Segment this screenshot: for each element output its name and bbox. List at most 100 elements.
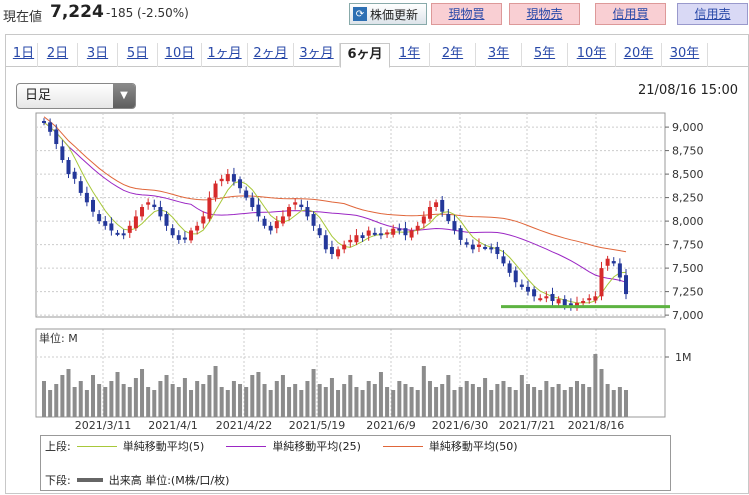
candle-body xyxy=(519,284,524,287)
volume-bar xyxy=(556,384,561,417)
candle-body xyxy=(42,120,46,123)
volume-bar xyxy=(305,381,310,417)
candle-body xyxy=(544,296,549,299)
candle-body xyxy=(360,235,365,239)
tab-period-9[interactable]: 1年 xyxy=(390,43,430,67)
volume-bar xyxy=(146,387,151,417)
chart-panel: 1日 2日 3日 5日 10日 1ヶ月 2ヶ月 3ヶ月 6ヶ月 1年 2年 3年 5年 10年 20年 30年… xyxy=(5,34,749,494)
volume-bar xyxy=(378,372,383,417)
margin-sell-button[interactable]: 信用売 xyxy=(677,3,748,25)
candle-body xyxy=(280,216,285,224)
tab-period-0[interactable]: 1日 xyxy=(10,43,38,67)
volume-bar xyxy=(115,372,120,417)
candle-body xyxy=(336,249,341,257)
volume-bar xyxy=(446,375,451,417)
legend-volume: 出来高 単位:(M株/口/枚) xyxy=(108,474,230,487)
interval-select[interactable]: 日足 ▼ xyxy=(16,83,136,109)
x-tick-label: 2021/4/1 xyxy=(148,419,197,432)
candle-body xyxy=(231,174,236,182)
tab-period-5[interactable]: 1ヶ月 xyxy=(202,43,248,67)
ma5-line xyxy=(43,122,627,304)
tab-period-3[interactable]: 5日 xyxy=(118,43,158,67)
y-tick-label: 8,000 xyxy=(672,215,704,228)
candle-body xyxy=(525,286,530,292)
candle-body xyxy=(213,183,218,198)
candle-body xyxy=(385,232,390,235)
y-tick-label: 7,750 xyxy=(672,239,704,252)
volume-bar xyxy=(342,384,347,417)
legend-upper-label: 上段: xyxy=(45,440,71,453)
candle-body xyxy=(133,216,138,229)
legend-ma25-swatch xyxy=(226,445,267,447)
candle-body xyxy=(299,204,304,208)
volume-bar xyxy=(513,390,518,417)
x-tick-label: 2021/3/11 xyxy=(75,419,131,432)
candle-body xyxy=(201,216,206,224)
candle-body xyxy=(476,244,481,247)
volume-bar xyxy=(244,387,249,417)
candle-body xyxy=(48,122,53,132)
candle-body xyxy=(464,242,469,245)
tab-period-14[interactable]: 20年 xyxy=(616,43,662,67)
volume-bar xyxy=(599,369,604,417)
legend-ma50-swatch xyxy=(382,445,423,447)
tab-period-12[interactable]: 5年 xyxy=(522,43,568,67)
candle-body xyxy=(287,207,292,217)
volume-bar xyxy=(262,384,267,417)
cash-buy-button[interactable]: 現物買 xyxy=(431,3,502,25)
tab-period-2[interactable]: 3日 xyxy=(78,43,118,67)
candle-body xyxy=(581,301,586,304)
volume-bar xyxy=(219,387,224,417)
volume-bar xyxy=(458,387,463,417)
candle-body xyxy=(323,235,328,250)
candle-body xyxy=(617,263,622,278)
tab-period-6[interactable]: 2ヶ月 xyxy=(248,43,294,67)
chart-legend: 上段: 単純移動平均(5) 単純移動平均(25) 単純移動平均(50) 下段: … xyxy=(40,435,671,491)
volume-bar xyxy=(152,390,157,417)
cash-sell-button[interactable]: 現物売 xyxy=(509,3,580,25)
candle-body xyxy=(550,293,555,302)
candle-body xyxy=(66,160,71,175)
volume-bar xyxy=(544,381,549,417)
volume-bar xyxy=(587,387,592,417)
volume-bar xyxy=(207,375,212,417)
tab-period-11[interactable]: 3年 xyxy=(476,43,522,67)
refresh-price-button[interactable]: ⟳ 株価更新 xyxy=(349,3,427,25)
volume-bar xyxy=(238,384,243,417)
candle-body xyxy=(225,174,230,182)
volume-bar xyxy=(182,378,187,417)
volume-bar xyxy=(372,384,377,417)
tab-period-13[interactable]: 10年 xyxy=(568,43,616,67)
refresh-icon: ⟳ xyxy=(353,7,367,21)
volume-bar xyxy=(311,369,316,417)
volume-bar xyxy=(366,381,371,417)
volume-bar xyxy=(293,384,298,417)
candle-body xyxy=(489,247,494,250)
volume-bar xyxy=(617,387,622,417)
tab-period-7[interactable]: 3ヶ月 xyxy=(294,43,340,67)
candle-body xyxy=(458,228,463,240)
volume-bar xyxy=(256,372,261,417)
candle-body xyxy=(391,228,396,235)
tab-period-8[interactable]: 6ヶ月 xyxy=(340,43,390,68)
candle-body xyxy=(611,261,616,264)
margin-buy-button[interactable]: 信用買 xyxy=(595,3,666,25)
legend-ma50: 単純移動平均(50) xyxy=(428,440,518,453)
tab-period-10[interactable]: 2年 xyxy=(430,43,476,67)
price-chart: 2021/3/11 2021/4/1 2021/4/22 2021/5/19 2021/… xyxy=(35,112,704,432)
y-tick-label: 7,000 xyxy=(672,309,704,322)
tab-period-15[interactable]: 30年 xyxy=(662,43,708,67)
volume-bar xyxy=(611,390,616,417)
volume-bar xyxy=(158,381,163,417)
volume-bar xyxy=(250,375,255,417)
volume-unit-label: 単位: M xyxy=(39,331,78,345)
candle-body xyxy=(593,296,598,301)
legend-lower-label: 下段: xyxy=(45,474,71,487)
candle-body xyxy=(378,233,383,236)
tab-period-1[interactable]: 2日 xyxy=(38,43,78,67)
candle-body xyxy=(164,214,169,226)
y-tick-label: 7,500 xyxy=(672,262,704,275)
candle-body xyxy=(562,299,567,306)
tab-period-4[interactable]: 10日 xyxy=(158,43,202,67)
candle-body xyxy=(158,207,163,217)
